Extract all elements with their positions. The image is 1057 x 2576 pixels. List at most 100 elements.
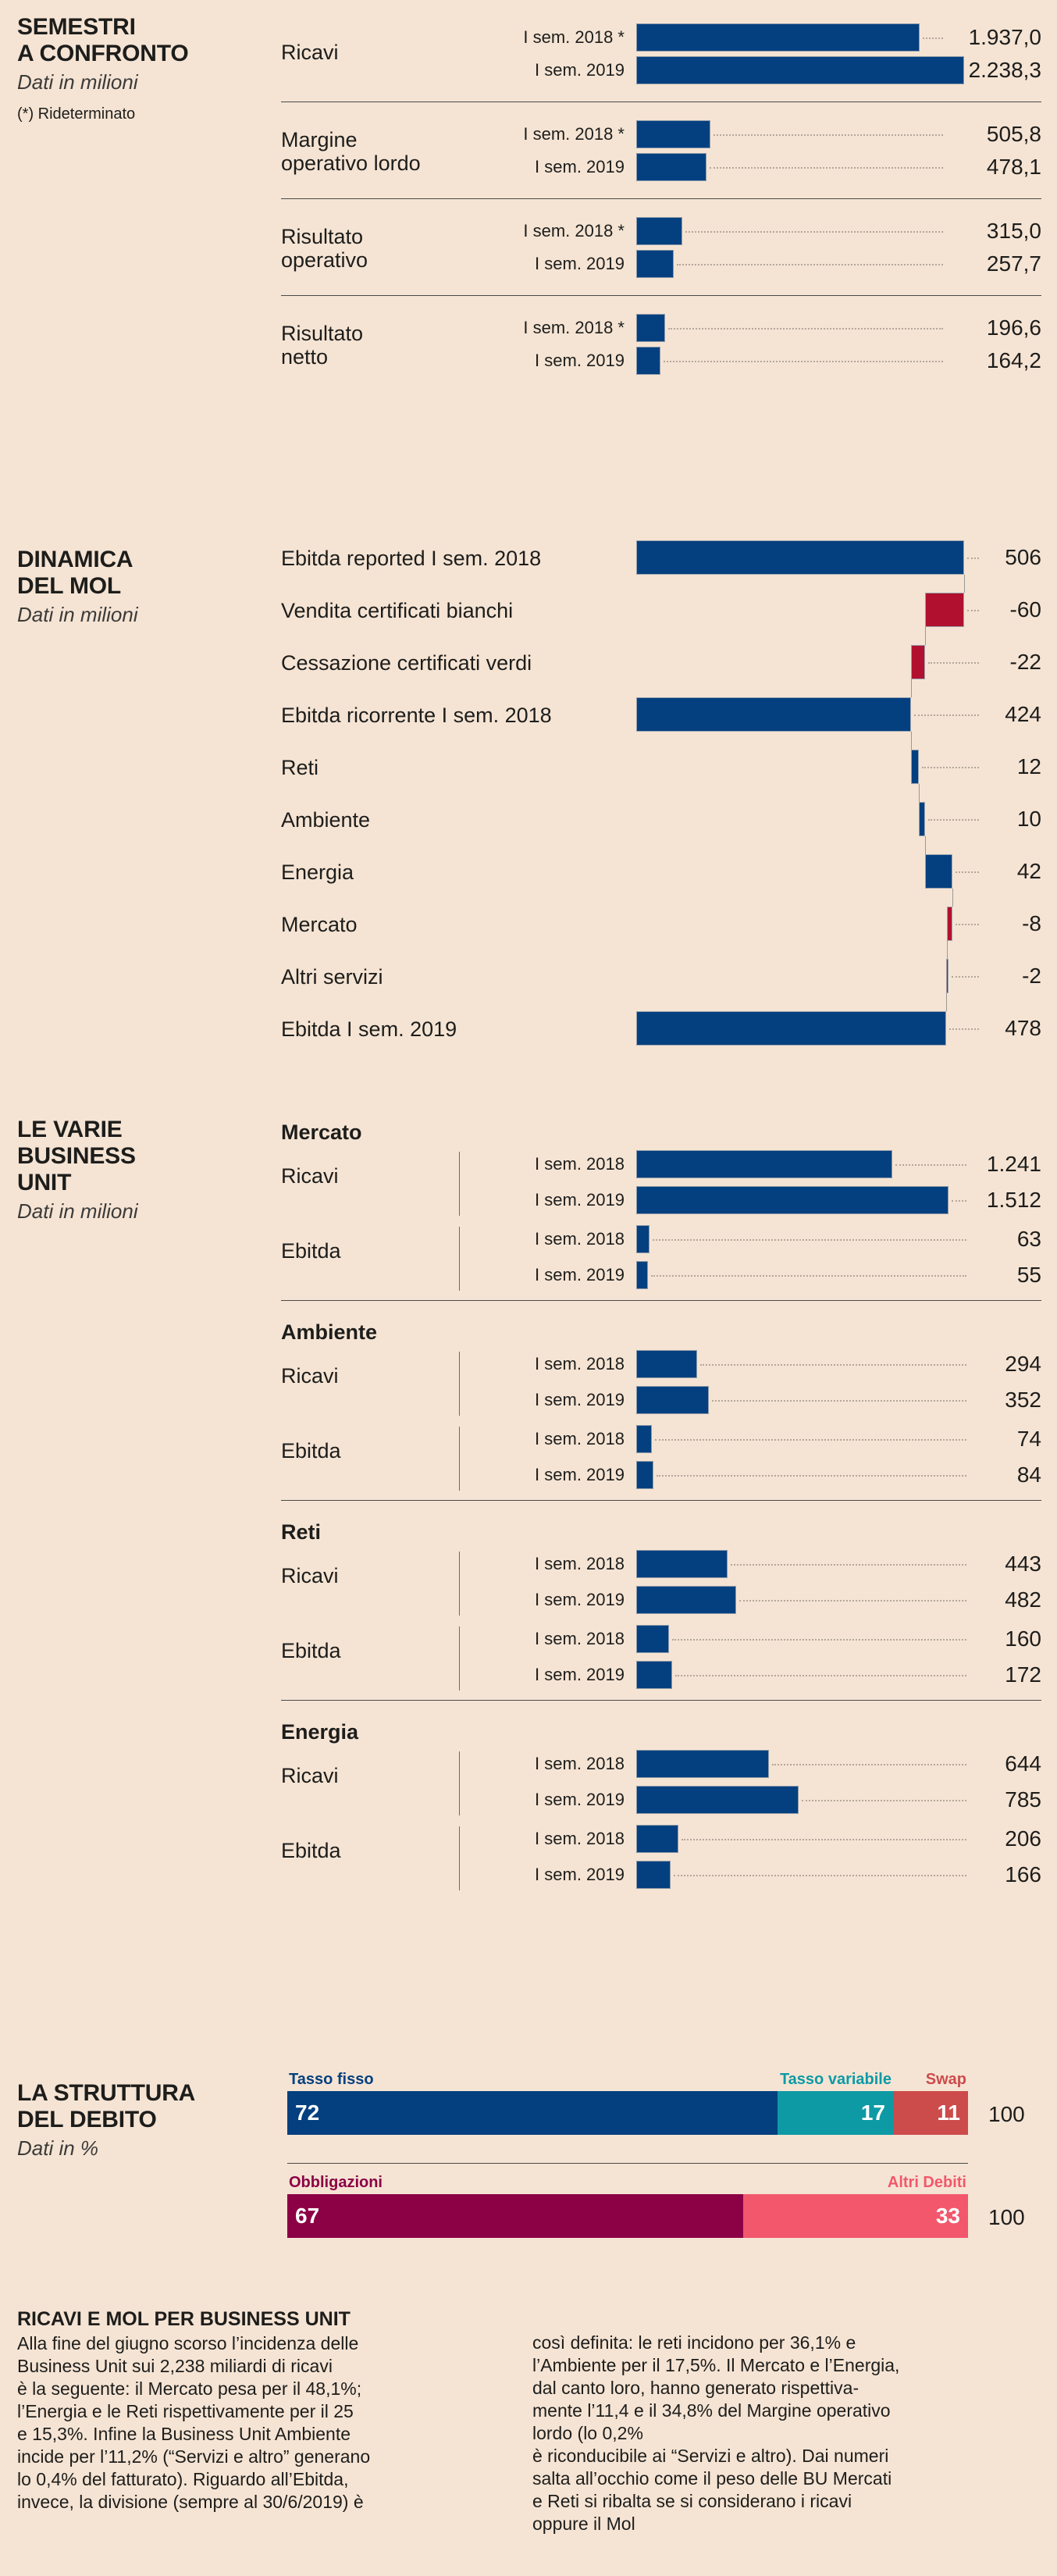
leader-line (712, 1400, 966, 1402)
bar-row: I sem. 2018 * 196,6 (468, 314, 1041, 342)
section-mol-heading: DINAMICA DEL MOL Dati in milioni (17, 547, 251, 627)
value-bar (636, 153, 706, 181)
waterfall-connector (919, 784, 920, 802)
bar-track: 315,0 (636, 217, 1041, 245)
period-label: I sem. 2019 (535, 157, 625, 176)
value-label: 84 (1016, 1463, 1041, 1487)
value-bar (636, 23, 920, 52)
group-divider (281, 198, 1041, 199)
bar-track: 294 (636, 1350, 1041, 1378)
value-bar (636, 1225, 650, 1253)
value-bar (636, 1150, 892, 1178)
value-label: 166 (1005, 1862, 1041, 1887)
leader-line (714, 134, 943, 136)
value-bar (636, 1586, 736, 1614)
leader-line (951, 976, 979, 978)
value-label: 478,1 (986, 155, 1041, 179)
bar-row: I sem. 2019 1.512 (468, 1186, 1041, 1214)
bar-track: 84 (636, 1461, 1041, 1489)
stacked-segment: 33 (743, 2194, 968, 2238)
bar-track: 206 (636, 1825, 1041, 1853)
section-bu-title-line3: UNIT (17, 1170, 72, 1195)
section-debito-heading: LA STRUTTURA DEL DEBITO Dati in % (17, 2080, 251, 2161)
value-bar (636, 1425, 652, 1453)
segment-legend-label: Obbligazioni (289, 2174, 383, 2191)
bar-row: I sem. 2019 785 (468, 1786, 1041, 1814)
leader-line (923, 37, 943, 39)
waterfall-bar (636, 1011, 946, 1046)
waterfall-connector (952, 889, 953, 907)
bar-track: 443 (636, 1550, 1041, 1578)
segment-legend-label: Tasso fisso (289, 2071, 374, 2088)
value-bar (636, 1661, 672, 1689)
value-label: 1.512 (986, 1188, 1041, 1212)
bar-row: I sem. 2018 294 (468, 1350, 1041, 1378)
section-bu-subtitle: Dati in milioni (17, 1199, 138, 1223)
leader-line (700, 1364, 966, 1366)
value-label: 1.937,0 (968, 25, 1041, 49)
metric-label: Ricavi (281, 1364, 339, 1388)
value-bar (636, 1261, 648, 1289)
period-label: I sem. 2018 (535, 1229, 625, 1249)
waterfall-value: 478 (1005, 1016, 1041, 1040)
value-bar (636, 1461, 653, 1489)
bu-name: Energia (281, 1720, 359, 1744)
value-bar (636, 217, 682, 245)
waterfall-connector (964, 575, 965, 593)
bar-row: I sem. 2019 478,1 (468, 153, 1041, 181)
metric-rule (459, 1552, 460, 1616)
waterfall-value: 506 (1005, 545, 1041, 569)
bar-row: I sem. 2019 482 (468, 1586, 1041, 1614)
section-mol-title-line2: DEL MOL (17, 573, 122, 599)
bar-track: 196,6 (636, 314, 1041, 342)
leader-line (668, 328, 943, 330)
section-semestri-title-line1: SEMESTRI (17, 14, 136, 40)
group-divider (281, 295, 1041, 296)
value-label: 55 (1016, 1263, 1041, 1287)
value-label: 196,6 (986, 315, 1041, 340)
metric-label: Ebitda (281, 1439, 341, 1463)
bar-row: I sem. 2018 * 505,8 (468, 120, 1041, 148)
value-label: 505,8 (986, 122, 1041, 146)
period-label: I sem. 2019 (535, 1590, 625, 1609)
leader-line (739, 1600, 966, 1602)
bar-row: I sem. 2019 84 (468, 1461, 1041, 1489)
bu-divider (281, 1300, 1041, 1301)
value-label: 644 (1005, 1751, 1041, 1776)
period-label: I sem. 2018 (535, 1354, 625, 1374)
bar-track: 478,1 (636, 153, 1041, 181)
metric-label-line1: Risultato (281, 322, 364, 345)
bar-row: I sem. 2019 2.238,3 (468, 56, 1041, 84)
bar-row: I sem. 2019 257,7 (468, 250, 1041, 278)
value-label: 1.241 (986, 1152, 1041, 1176)
stacked-segment: 17 (778, 2091, 893, 2135)
leader-line (921, 767, 979, 768)
leader-line (674, 1875, 966, 1876)
waterfall-value: 42 (1016, 859, 1041, 883)
bar-row: I sem. 2019 352 (468, 1386, 1041, 1414)
value-label: 315,0 (986, 219, 1041, 243)
leader-line (685, 231, 943, 233)
leader-line (967, 610, 979, 611)
bar-track: 1.241 (636, 1150, 1041, 1178)
period-label: I sem. 2018 (535, 1429, 625, 1448)
bar-row: I sem. 2018 443 (468, 1550, 1041, 1578)
bar-row: I sem. 2019 172 (468, 1661, 1041, 1689)
stacked-segment: 67 (287, 2194, 743, 2238)
footer-text-col1: Alla fine del giugno scorso l’incidenza … (17, 2333, 371, 2512)
bar-row: I sem. 2018 63 (468, 1225, 1041, 1253)
period-label: I sem. 2019 (535, 1865, 625, 1884)
leader-line (928, 662, 979, 664)
waterfall-connector (925, 836, 926, 854)
period-label: I sem. 2019 (535, 1190, 625, 1210)
waterfall-value: -8 (1022, 911, 1041, 935)
bar-track: 644 (636, 1750, 1041, 1778)
period-label: I sem. 2018 * (523, 221, 625, 240)
footer-column-2: così definita: le reti incidono per 36,1… (532, 2332, 1048, 2535)
waterfall-value: 424 (1005, 702, 1041, 726)
bar-track: 166 (636, 1861, 1041, 1889)
leader-line (677, 264, 943, 265)
bar-track: 482 (636, 1586, 1041, 1614)
bu-divider (281, 1500, 1041, 1501)
footer-text-col2: così definita: le reti incidono per 36,1… (532, 2332, 900, 2534)
